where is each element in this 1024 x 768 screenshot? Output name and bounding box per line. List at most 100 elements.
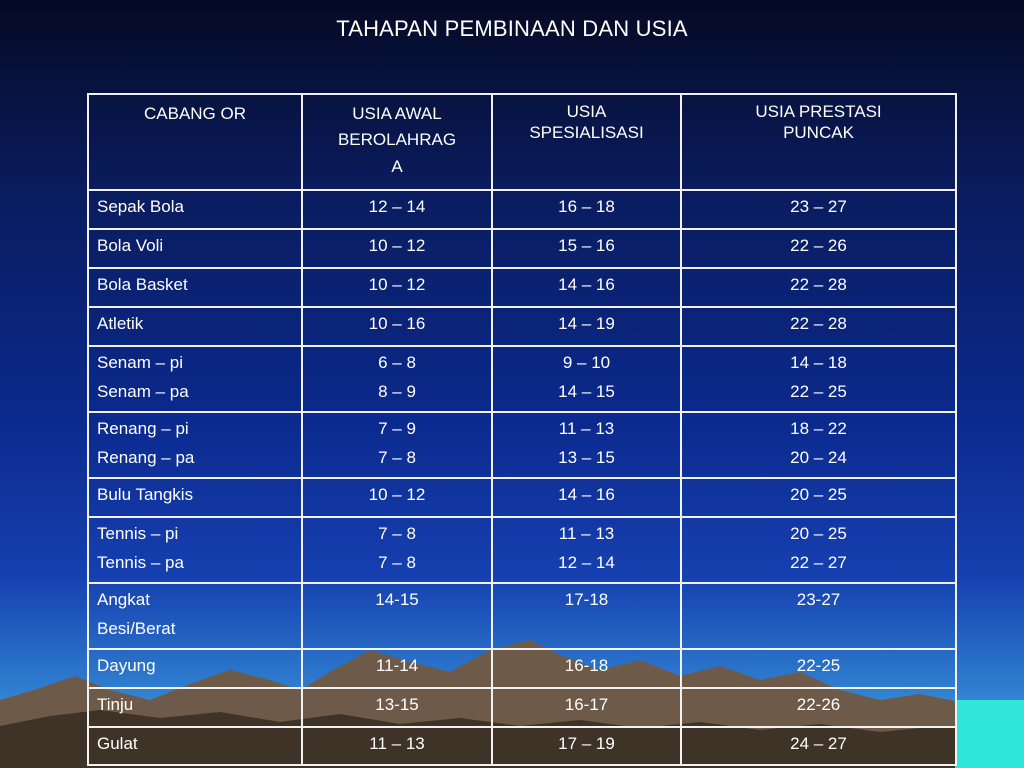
cell-usia-puncak: 18 – 22 20 – 24 (680, 411, 957, 479)
cell-usia-awal: 10 – 12 (301, 267, 493, 308)
table-row: Gulat 11 – 13 17 – 19 24 – 27 (87, 726, 957, 766)
header-line: USIA PRESTASI (755, 102, 882, 121)
cell-usia-awal: 11 – 13 (301, 726, 493, 766)
cell-line: 7 – 8 (378, 524, 416, 543)
cell-cabang: Renang – pi Renang – pa (87, 411, 303, 479)
cell-line: Tinju (97, 695, 134, 714)
cell-cabang: Sepak Bola (87, 189, 303, 230)
cell-line: 14-15 (375, 590, 419, 609)
cell-line: 13 – 15 (558, 448, 615, 467)
table-row: Bola Voli 10 – 12 15 – 16 22 – 26 (87, 228, 957, 269)
cell-cabang: Dayung (87, 648, 303, 689)
cell-line: Dayung (97, 656, 156, 675)
table-row: Dayung 11-14 16-18 22-25 (87, 648, 957, 689)
cell-usia-awal: 10 – 12 (301, 477, 493, 518)
cell-line: 11 – 13 (369, 734, 425, 753)
header-text: CABANG OR (143, 104, 247, 123)
cell-line: 14 – 16 (558, 275, 615, 294)
cell-line: Tennis – pi (97, 524, 179, 543)
cell-line: 22 – 25 (790, 382, 847, 401)
cell-usia-spesialisasi: 16 – 18 (491, 189, 682, 230)
cell-line: 22 – 27 (790, 553, 847, 572)
cell-line: Senam – pi (97, 353, 183, 372)
cell-usia-spesialisasi: 11 – 13 13 – 15 (491, 411, 682, 479)
cell-line: 20 – 25 (790, 524, 847, 543)
cell-line: Gulat (97, 734, 138, 753)
cell-cabang: Senam – pi Senam – pa (87, 345, 303, 413)
cell-line: Bulu Tangkis (97, 485, 194, 504)
age-stages-table: CABANG OR USIA AWAL BEROLAHRAG A USIA SP… (87, 93, 957, 766)
cell-line: 10 – 12 (368, 485, 426, 504)
cell-line: 7 – 8 (378, 448, 416, 467)
cell-line: 17 – 19 (558, 734, 615, 753)
cell-line: 11 – 13 (558, 419, 615, 438)
cell-line: 12 – 14 (558, 553, 615, 572)
cell-usia-puncak: 22 – 28 (680, 267, 957, 308)
table-header-row: CABANG OR USIA AWAL BEROLAHRAG A USIA SP… (87, 93, 957, 191)
cell-usia-spesialisasi: 16-18 (491, 648, 682, 689)
cell-line: 7 – 8 (378, 553, 416, 572)
cell-cabang: Bola Voli (87, 228, 303, 269)
header-line: USIA AWAL (352, 104, 442, 123)
cell-line: 11 – 13 (558, 524, 615, 543)
table-row: Sepak Bola 12 – 14 16 – 18 23 – 27 (87, 189, 957, 230)
cell-line: 23-27 (796, 590, 841, 609)
cell-cabang: Tinju (87, 687, 303, 728)
cell-usia-puncak: 22-26 (680, 687, 957, 728)
table-row: Bulu Tangkis 10 – 12 14 – 16 20 – 25 (87, 477, 957, 518)
header-line: A (391, 156, 403, 176)
cell-line: Renang – pi (97, 419, 189, 438)
cell-usia-awal: 7 – 8 7 – 8 (301, 516, 493, 584)
cell-usia-spesialisasi: 17 – 19 (491, 726, 682, 766)
cell-usia-awal: 6 – 8 8 – 9 (301, 345, 493, 413)
cell-usia-puncak: 22 – 26 (680, 228, 957, 269)
cell-line: Tennis – pa (97, 553, 184, 572)
cell-line: 18 – 22 (790, 419, 847, 438)
cell-line: 7 – 9 (378, 419, 416, 438)
cell-usia-awal: 13-15 (301, 687, 493, 728)
cell-usia-awal: 11-14 (301, 648, 493, 689)
table-row: Angkat Besi/Berat 14-15 17-18 23-27 (87, 582, 957, 650)
header-line: USIA (566, 102, 607, 121)
cell-line: 10 – 16 (368, 314, 426, 333)
cell-usia-spesialisasi: 17-18 (491, 582, 682, 650)
cell-usia-puncak: 22 – 28 (680, 306, 957, 347)
cell-usia-spesialisasi: 14 – 19 (491, 306, 682, 347)
cell-line: 11-14 (375, 656, 419, 675)
cell-usia-spesialisasi: 14 – 16 (491, 477, 682, 518)
table-row: Tinju 13-15 16-17 22-26 (87, 687, 957, 728)
cell-line: 14 – 16 (558, 485, 615, 504)
cell-usia-puncak: 22-25 (680, 648, 957, 689)
cell-usia-puncak: 20 – 25 22 – 27 (680, 516, 957, 584)
cell-line: Renang – pa (97, 448, 195, 467)
cell-usia-spesialisasi: 11 – 13 12 – 14 (491, 516, 682, 584)
cell-line: 10 – 12 (368, 236, 426, 255)
cell-usia-puncak: 24 – 27 (680, 726, 957, 766)
cell-usia-awal: 7 – 9 7 – 8 (301, 411, 493, 479)
cell-usia-puncak: 20 – 25 (680, 477, 957, 518)
header-line: BEROLAHRAG (337, 130, 457, 150)
header-usia-prestasi-puncak: USIA PRESTASI PUNCAK (680, 93, 957, 191)
cell-line: 22 – 26 (790, 236, 847, 255)
header-line: SPESIALISASI (529, 123, 644, 143)
cell-line: 14 – 19 (558, 314, 615, 333)
cell-line: 12 – 14 (368, 197, 426, 216)
cell-cabang: Bulu Tangkis (87, 477, 303, 518)
cell-line: 13-15 (375, 695, 419, 714)
cell-usia-spesialisasi: 14 – 16 (491, 267, 682, 308)
cell-line: 17-18 (564, 590, 609, 609)
cell-usia-spesialisasi: 9 – 10 14 – 15 (491, 345, 682, 413)
slide-title: TAHAPAN PEMBINAAN DAN USIA (336, 16, 688, 41)
cell-line: Bola Voli (97, 236, 164, 255)
cell-line: 9 – 10 (562, 353, 611, 372)
cell-usia-puncak: 23-27 (680, 582, 957, 650)
cell-line: 16-17 (564, 695, 609, 714)
cell-usia-awal: 10 – 12 (301, 228, 493, 269)
cell-usia-awal: 14-15 (301, 582, 493, 650)
cell-line: 22-25 (796, 656, 841, 675)
cell-line: 14 – 18 (790, 353, 847, 372)
cell-line: 22 – 28 (790, 275, 847, 294)
cell-line: Sepak Bola (97, 197, 184, 216)
